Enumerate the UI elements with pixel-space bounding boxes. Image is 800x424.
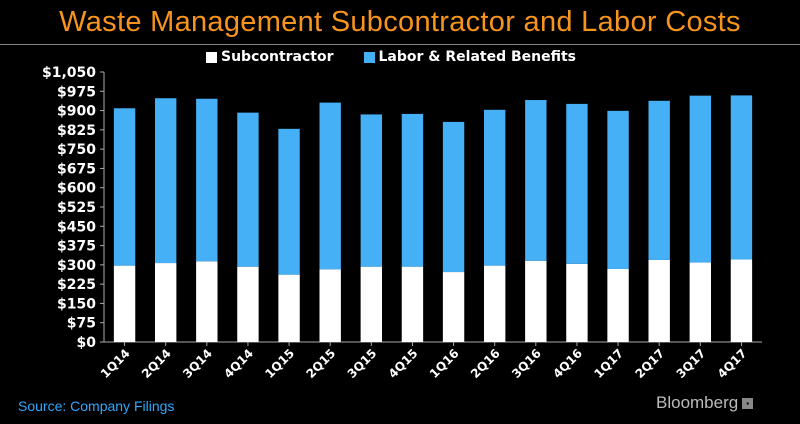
bar-labor [196,98,218,262]
legend: Subcontractor Labor & Related Benefits [206,46,606,68]
bar-labor [689,95,712,263]
bar-subcontractor [607,268,629,342]
x-tick-label: 1Q14 [98,346,133,381]
y-tick-label: $675 [57,161,96,177]
bar-labor [442,121,465,273]
bar-subcontractor [319,269,341,342]
x-tick-label: 3Q16 [509,346,544,381]
bar-labor [360,114,383,267]
x-tick-label: 4Q14 [221,346,256,381]
legend-swatch-labor [363,51,375,63]
bar-subcontractor [154,263,177,342]
bar-labor [113,108,136,266]
x-tick-label: 3Q17 [674,346,709,381]
x-tick-label: 2Q16 [468,346,503,381]
legend-item-labor: Labor & Related Benefits [363,49,577,65]
bar-labor [730,95,753,260]
x-tick-label: 2Q17 [632,346,667,381]
x-tick-label: 1Q16 [427,346,462,381]
y-tick-label: $900 [57,104,96,120]
bar-labor [319,102,341,270]
bar-subcontractor [566,263,588,342]
bar-subcontractor [483,265,506,342]
legend-item-subcontractor: Subcontractor [206,49,334,65]
y-tick-label: $450 [57,219,96,235]
bar-subcontractor [278,274,300,342]
bar-subcontractor [689,262,712,342]
y-tick-label: $825 [57,123,96,139]
x-tick-label: 1Q15 [262,346,297,381]
y-tick-label: $300 [57,258,96,274]
x-tick-label: 3Q14 [180,346,215,381]
bar-subcontractor [442,272,465,342]
x-tick-label: 2Q15 [303,346,338,381]
y-tick-label: $975 [57,84,96,100]
bar-labor [237,112,259,267]
y-tick-label: $1,050 [42,65,96,81]
legend-label-labor: Labor & Related Benefits [378,49,577,65]
y-tick-label: $225 [57,277,96,293]
bar-labor [525,100,547,261]
y-tick-label: $0 [77,335,97,351]
bar-labor [483,109,506,266]
legend-label-subcontractor: Subcontractor [221,49,334,65]
brand-mark-icon: ▪ [742,397,754,409]
x-tick-label: 4Q17 [715,346,750,381]
bar-subcontractor [360,266,383,342]
y-tick-label: $75 [67,316,96,332]
y-tick-label: $750 [57,142,96,158]
bar-labor [607,110,629,269]
bar-subcontractor [648,259,670,342]
bar-labor [154,98,177,264]
x-tick-label: 3Q15 [345,346,380,381]
bar-subcontractor [401,266,424,342]
x-tick-label: 1Q17 [591,346,626,381]
brand-logo: Bloomberg ▪ [656,393,754,413]
brand-name: Bloomberg [656,393,739,412]
bar-labor [566,103,588,264]
bar-subcontractor [196,261,218,342]
x-tick-label: 4Q15 [386,346,421,381]
legend-swatch-subcontractor [206,51,217,63]
chart-title: Waste Management Subcontractor and Labor… [59,6,741,38]
bar-labor [648,100,670,260]
y-tick-label: $600 [57,181,96,197]
x-tick-label: 2Q14 [139,346,174,381]
x-tick-label: 4Q16 [550,346,585,381]
title-divider [0,44,800,45]
bar-subcontractor [237,266,259,342]
y-tick-label: $375 [57,239,96,255]
bar-labor [278,128,300,275]
bar-labor [401,113,424,267]
bar-subcontractor [525,260,547,342]
bar-subcontractor [113,265,136,342]
y-tick-label: $150 [57,296,96,312]
y-tick-label: $525 [57,200,96,216]
source-note: Source: Company Filings [18,398,175,414]
bar-subcontractor [730,259,753,342]
